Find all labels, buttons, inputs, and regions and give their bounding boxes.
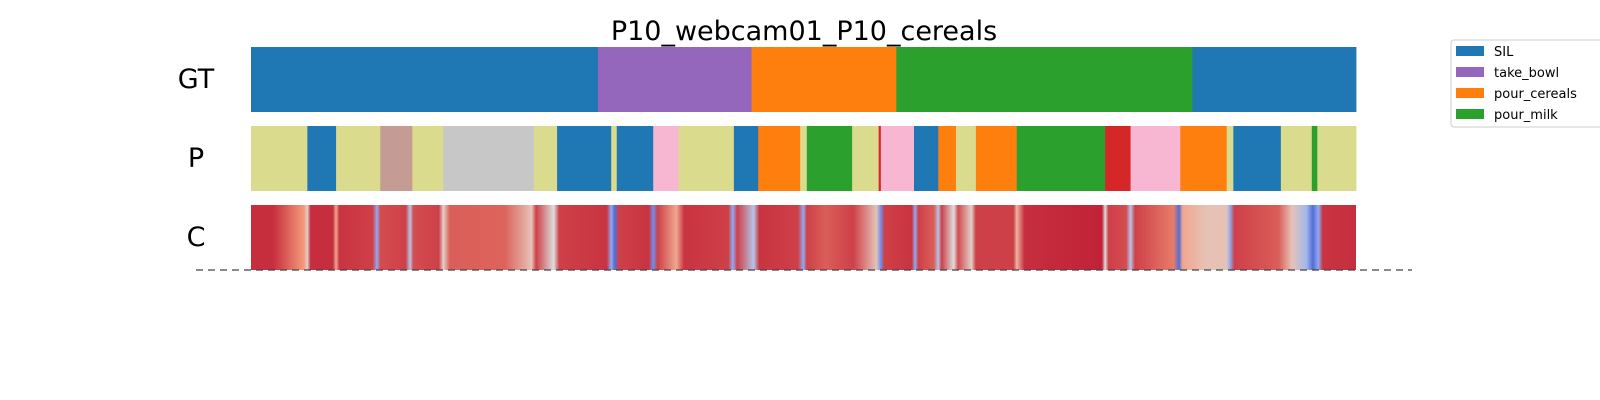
segment-gt-2 xyxy=(751,47,897,112)
segment-p-17 xyxy=(878,126,882,191)
legend-swatch-pour_milk xyxy=(1456,109,1484,119)
segment-p-7 xyxy=(557,126,612,191)
segment-p-8 xyxy=(611,126,618,191)
segment-p-14 xyxy=(800,126,808,191)
row-labels: GT P C xyxy=(178,64,215,253)
segment-p-20 xyxy=(938,126,957,191)
segment-p-2 xyxy=(336,126,381,191)
segment-gt-3 xyxy=(896,47,1193,112)
segment-p-18 xyxy=(880,126,915,191)
segment-p-29 xyxy=(1280,126,1313,191)
segment-p-10 xyxy=(653,126,680,191)
segment-p-30 xyxy=(1311,126,1318,191)
segment-p-22 xyxy=(975,126,1018,191)
legend-frame xyxy=(1450,39,1600,128)
segment-p-16 xyxy=(852,126,880,191)
chart-title: P10_webcam01_P10_cereals xyxy=(611,16,997,47)
segment-p-9 xyxy=(616,126,654,191)
segment-gt-4 xyxy=(1192,47,1357,112)
segment-p-28 xyxy=(1233,126,1282,191)
segment-p-5 xyxy=(443,126,535,191)
segment-rows xyxy=(251,47,1357,191)
legend-swatch-SIL xyxy=(1456,46,1484,56)
legend-label-SIL: SIL xyxy=(1494,45,1514,60)
segment-p-15 xyxy=(806,126,853,191)
legend-label-pour_milk: pour_milk xyxy=(1494,108,1558,123)
segment-p-31 xyxy=(1317,126,1357,191)
confidence-bar xyxy=(251,205,1356,270)
segment-p-25 xyxy=(1130,126,1181,191)
row-label-gt: GT xyxy=(178,64,215,95)
legend-swatch-take_bowl xyxy=(1456,67,1484,77)
legend: SIL take_bowl pour_cereals pour_milk xyxy=(1450,39,1600,128)
segment-p-6 xyxy=(533,126,558,191)
legend-swatch-pour_cereals xyxy=(1456,88,1484,98)
segment-p-24 xyxy=(1105,126,1131,191)
segment-p-21 xyxy=(955,126,977,191)
segment-p-27 xyxy=(1226,126,1234,191)
segment-p-4 xyxy=(412,126,444,191)
segment-p-3 xyxy=(380,126,413,191)
segment-p-13 xyxy=(758,126,801,191)
segment-p-23 xyxy=(1016,126,1106,191)
row-label-p: P xyxy=(188,143,204,174)
legend-label-take_bowl: take_bowl xyxy=(1494,66,1559,81)
segment-p-19 xyxy=(914,126,939,191)
segment-p-1 xyxy=(307,126,337,191)
segment-gt-0 xyxy=(251,47,599,112)
segment-p-11 xyxy=(678,126,735,191)
segment-p-12 xyxy=(733,126,759,191)
segment-gt-1 xyxy=(597,47,752,112)
segment-p-26 xyxy=(1180,126,1228,191)
legend-label-pour_cereals: pour_cereals xyxy=(1494,87,1577,102)
segment-p-0 xyxy=(251,126,308,191)
row-label-c: C xyxy=(187,222,206,253)
